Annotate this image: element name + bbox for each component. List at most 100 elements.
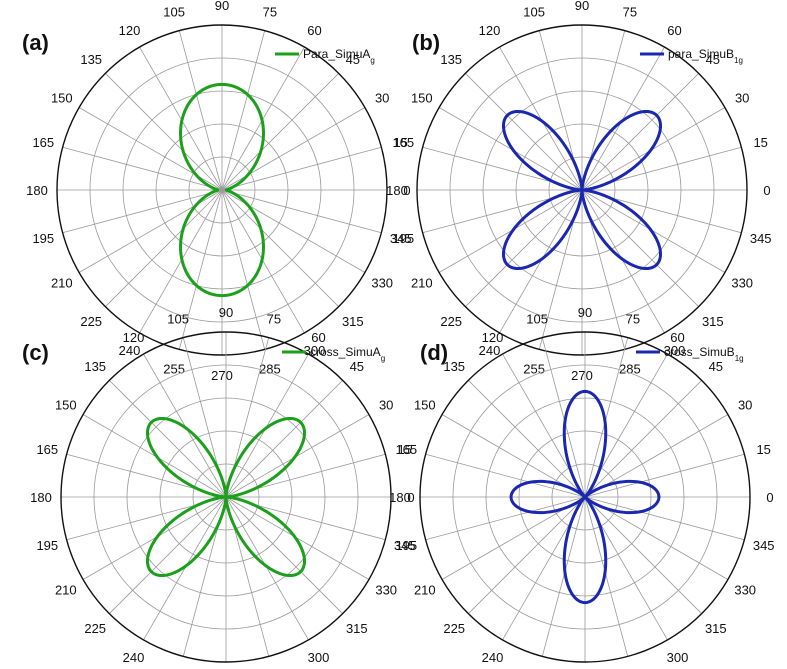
- series-line: [509, 389, 661, 605]
- angle-tick-label: 195: [32, 231, 54, 246]
- grid-spoke: [109, 380, 227, 498]
- angle-tick-label: 60: [670, 330, 684, 345]
- grid-spoke: [541, 337, 586, 498]
- angle-tick-label: 45: [709, 359, 723, 374]
- grid-spoke: [584, 496, 702, 614]
- polar-panel-2: 0153045607590105120135150165180195210225…: [386, 0, 771, 383]
- angle-tick-label: 135: [80, 52, 102, 67]
- angle-tick-label: 0: [766, 490, 773, 505]
- polar-panel-3: 0 15 30 45 60 75 90 105 120 135 150 165 180 195 210 225…: [22, 305, 416, 669]
- polar-frame: [60, 331, 392, 663]
- angle-tick-label: 165: [392, 135, 414, 150]
- angle-tick-label: 120: [119, 23, 141, 38]
- angle-tick-label: 135: [440, 52, 462, 67]
- angle-tick-label: 120: [479, 23, 501, 38]
- grid-spoke: [584, 380, 702, 498]
- angle-tick-label: 60: [311, 330, 325, 345]
- angle-tick-label: 240: [479, 343, 501, 358]
- polar-frame: [56, 24, 388, 356]
- angle-tick-label: 15: [756, 442, 770, 457]
- grid-spoke: [139, 46, 223, 191]
- grid-spoke: [225, 496, 343, 614]
- angle-tick-label: 345: [750, 231, 772, 246]
- angle-tick-label: 0: [407, 490, 414, 505]
- angle-tick-label: 180: [386, 183, 408, 198]
- angle-tick-label: 315: [705, 621, 727, 636]
- grid-spoke: [584, 337, 629, 498]
- angle-tick-label: 225: [84, 621, 106, 636]
- grid-spoke: [425, 496, 586, 541]
- angle-tick-label: 255: [523, 362, 545, 377]
- angle-tick-label: 135: [443, 359, 465, 374]
- angle-tick-label: 60: [667, 23, 681, 38]
- angle-tick-label: 345: [753, 538, 775, 553]
- panel-label: (a): [22, 30, 49, 55]
- angle-tick-label: 135: [84, 359, 106, 374]
- angle-tick-label: 105: [167, 311, 189, 326]
- series-line: [501, 109, 663, 271]
- grid-spoke: [221, 30, 266, 191]
- grid-spoke: [221, 73, 339, 191]
- grid-spoke: [581, 73, 699, 191]
- angle-tick-label: 315: [346, 621, 368, 636]
- grid-spoke: [584, 496, 629, 657]
- angle-tick-label: 150: [51, 91, 73, 106]
- angle-tick-label: 345: [390, 231, 412, 246]
- angle-tick-label: 330: [731, 276, 753, 291]
- angle-tick-label: 45: [706, 52, 720, 67]
- angle-tick-label: 165: [36, 442, 58, 457]
- grid-spoke: [221, 189, 266, 350]
- angle-tick-label: 45: [350, 359, 364, 374]
- angle-tick-label: 330: [375, 583, 397, 598]
- panel-label: (b): [412, 30, 440, 55]
- grid-spoke: [62, 146, 223, 191]
- angle-tick-label: 240: [482, 650, 504, 665]
- angle-tick-label: 210: [411, 276, 433, 291]
- angle-tick-label: 210: [414, 583, 436, 598]
- angle-tick-label: 90: [219, 305, 233, 320]
- angle-tick-label: 30: [379, 398, 393, 413]
- angle-tick-label: 195: [392, 231, 414, 246]
- polar-panel-1: 0 15 30 45 60 75 90 105 120 135 150 165 180 195 210 225…: [22, 0, 412, 383]
- angle-tick-label: 180: [30, 490, 52, 505]
- angle-tick-label: 120: [123, 330, 145, 345]
- angle-tick-label: 150: [411, 91, 433, 106]
- angle-tick-label: 150: [414, 398, 436, 413]
- angle-tick-label: 60: [307, 23, 321, 38]
- angle-tick-label: 180: [26, 183, 48, 198]
- angle-tick-label: 345: [394, 538, 416, 553]
- polar-panel-4: 0153045607590105120135150165180195210225…: [389, 305, 774, 669]
- legend-label: cross_SimuAg: [310, 345, 385, 363]
- angle-tick-label: 285: [619, 362, 641, 377]
- series-line: [145, 416, 307, 578]
- grid-spoke: [425, 453, 586, 498]
- angle-tick-label: 225: [443, 621, 465, 636]
- angle-tick-label: 315: [702, 314, 724, 329]
- angle-tick-label: 0: [403, 183, 410, 198]
- grid-spoke: [221, 146, 382, 191]
- angle-tick-label: 270: [211, 368, 233, 383]
- angle-tick-label: 105: [523, 4, 545, 19]
- grid-spoke: [105, 189, 223, 307]
- angle-tick-label: 75: [626, 311, 640, 326]
- grid-spoke: [105, 73, 223, 191]
- angle-tick-label: 315: [342, 314, 364, 329]
- angle-tick-label: 105: [526, 311, 548, 326]
- angle-tick-label: 210: [55, 583, 77, 598]
- angle-tick-label: 75: [623, 4, 637, 19]
- angle-tick-label: 15: [393, 135, 407, 150]
- grid-spoke: [468, 496, 586, 614]
- angle-tick-label: 330: [371, 276, 393, 291]
- angle-tick-label: 300: [667, 650, 689, 665]
- polar-frame: [419, 331, 751, 663]
- angle-tick-label: 195: [36, 538, 58, 553]
- angle-tick-label: 45: [346, 52, 360, 67]
- grid-spoke: [584, 496, 745, 541]
- grid-spoke: [221, 46, 305, 191]
- angle-tick-label: 255: [163, 362, 185, 377]
- angle-tick-label: 285: [259, 362, 281, 377]
- grid-spoke: [178, 189, 223, 350]
- angle-tick-label: 165: [395, 442, 417, 457]
- angle-tick-label: 195: [395, 538, 417, 553]
